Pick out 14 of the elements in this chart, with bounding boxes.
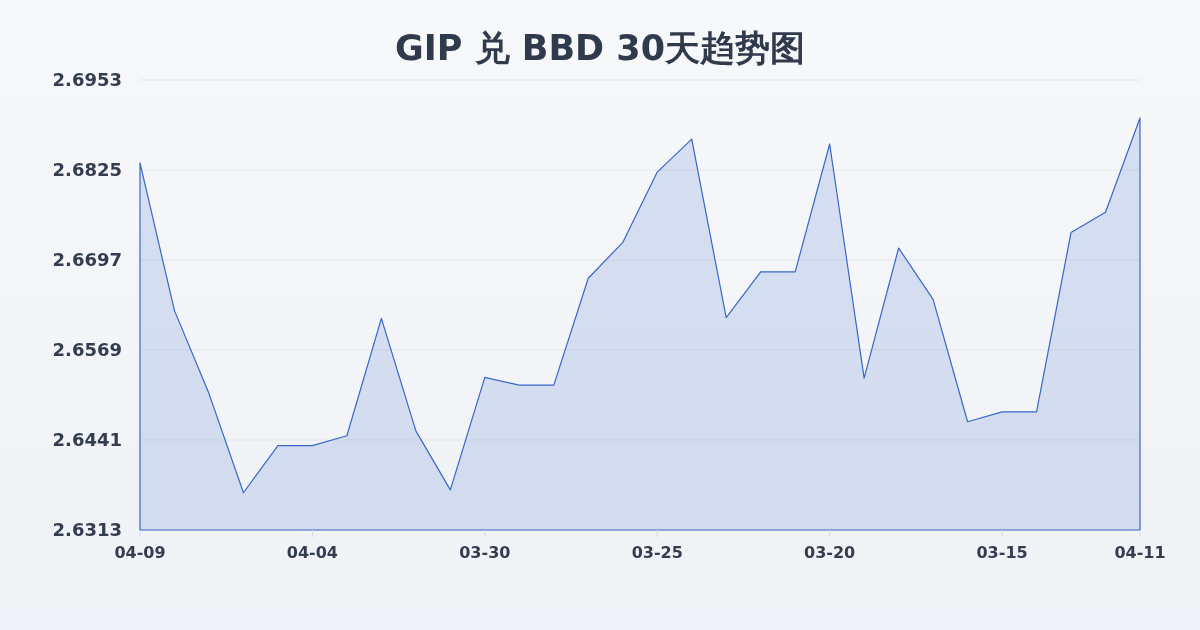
chart-title: GIP 兑 BBD 30天趋势图 [394,28,806,68]
y-tick-label: 2.6697 [52,249,122,270]
x-tick-label: 04-09 [114,543,166,562]
x-tick-label: 03-20 [804,543,856,562]
x-tick-label: 03-15 [976,543,1028,562]
y-tick-label: 2.6825 [52,159,122,180]
y-tick-label: 2.6441 [52,429,122,450]
x-tick-label: 04-04 [286,543,338,562]
x-tick-label: 04-11 [1114,543,1166,562]
y-tick-label: 2.6953 [52,69,122,90]
y-tick-label: 2.6569 [52,339,122,360]
x-tick-label: 03-30 [459,543,511,562]
x-tick-label: 03-25 [631,543,683,562]
y-tick-label: 2.6313 [52,519,122,540]
